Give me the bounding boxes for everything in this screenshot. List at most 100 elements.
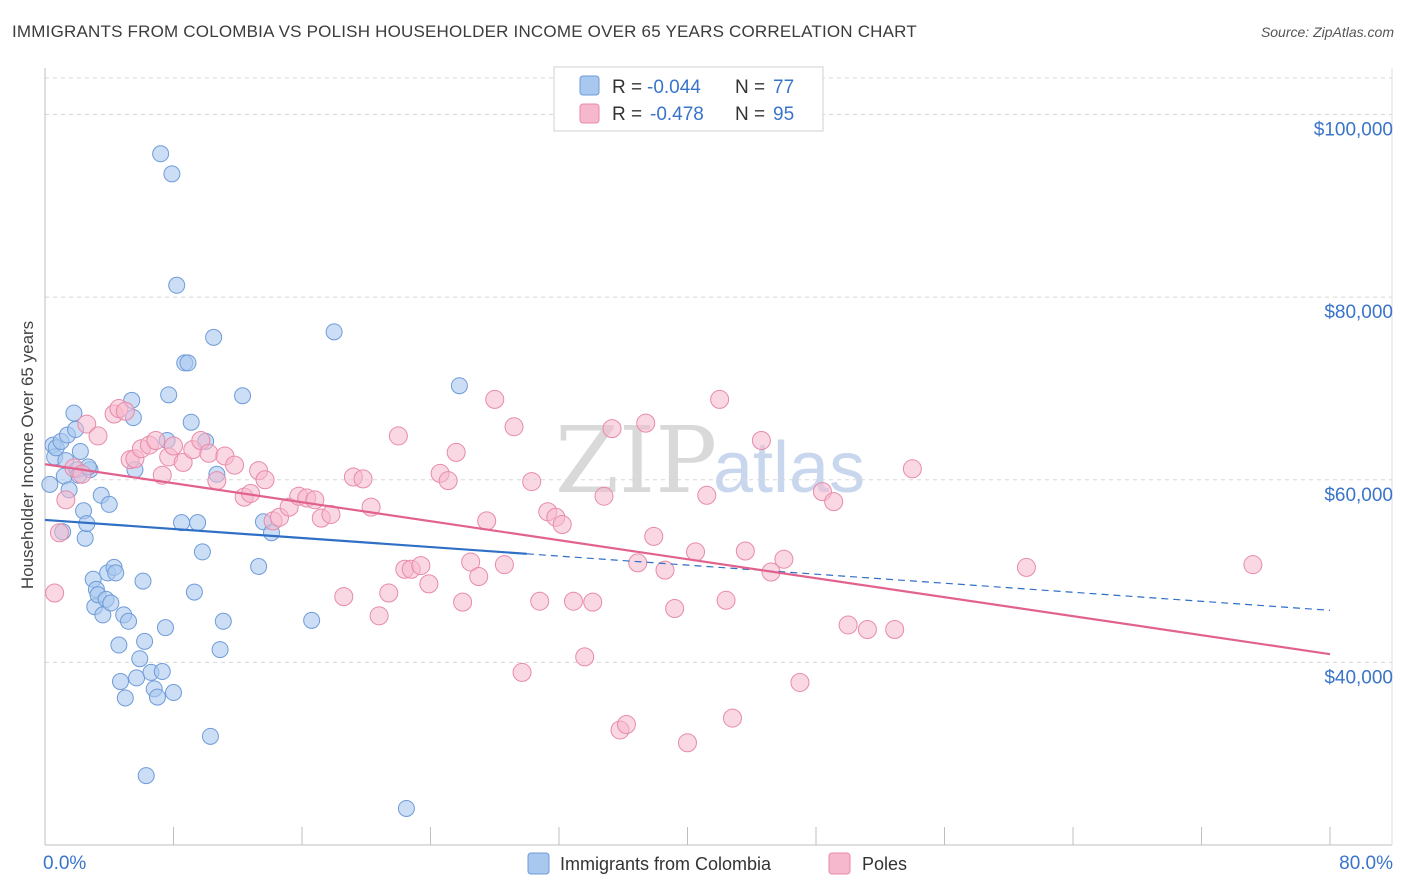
poles-point: [575, 647, 595, 667]
legend-n-label-colombia: N =: [735, 77, 765, 98]
y-tick-label: $100,000: [1314, 120, 1393, 141]
poles-point: [665, 599, 685, 619]
colombia-point: [250, 558, 268, 576]
poles-point: [504, 417, 524, 437]
legend-n-value-poles: 95: [773, 104, 794, 125]
colombia-point: [102, 594, 120, 612]
poles-point: [379, 583, 399, 603]
colombia-point: [136, 632, 154, 650]
poles-point: [45, 583, 65, 603]
colombia-trend-solid: [44, 518, 527, 555]
colombia-point: [134, 572, 152, 590]
colombia-point: [234, 387, 252, 405]
poles-point: [419, 574, 439, 594]
poles-point: [477, 511, 497, 531]
poles-point: [530, 591, 550, 611]
bottom-legend-swatch-colombia: [527, 852, 550, 875]
poles-point: [49, 523, 69, 543]
y-axis-tick-labels: $100,000 $80,000 $60,000 $40,000: [1314, 120, 1393, 689]
poles-point: [146, 430, 166, 450]
poles-point: [388, 426, 408, 446]
poles-point: [616, 714, 636, 734]
poles-point: [552, 515, 572, 535]
colombia-point: [397, 799, 415, 817]
colombia-point: [76, 529, 94, 547]
poles-point: [199, 443, 219, 463]
legend-swatch-colombia: [579, 75, 600, 96]
colombia-point: [205, 328, 223, 346]
x-tick-label-max: 80.0%: [1339, 853, 1393, 874]
colombia-point: [71, 442, 89, 460]
series-legend: Immigrants from Colombia Poles: [527, 852, 907, 875]
colombia-point: [116, 689, 134, 707]
colombia-point: [179, 354, 197, 372]
poles-point: [225, 455, 245, 475]
poles-point: [56, 490, 76, 510]
poles-point: [735, 541, 755, 561]
correlation-legend: R = -0.044 N = 77 R = -0.478 N = 95: [553, 66, 824, 132]
poles-point: [446, 442, 466, 462]
series-colombia-points: [41, 145, 468, 817]
y-tick-label: $80,000: [1324, 302, 1393, 323]
x-tick-label-min: 0.0%: [43, 853, 86, 874]
poles-point: [207, 471, 227, 491]
colombia-point: [107, 564, 125, 582]
colombia-point: [325, 323, 343, 341]
colombia-point: [153, 663, 171, 681]
legend-r-value-poles: -0.478: [650, 104, 704, 125]
series-poles-points: [45, 389, 1263, 753]
poles-point: [353, 469, 373, 489]
poles-point: [173, 452, 193, 472]
colombia-point: [152, 145, 170, 163]
poles-point: [494, 555, 514, 575]
poles-point: [334, 587, 354, 607]
colombia-point: [211, 641, 229, 659]
colombia-point: [450, 377, 468, 395]
colombia-point: [182, 413, 200, 431]
colombia-point: [137, 767, 155, 785]
poles-point: [485, 389, 505, 409]
poles-point: [636, 413, 656, 433]
grid-lines: [45, 77, 1392, 663]
zipatlas-watermark: ZIP atlas: [555, 407, 865, 514]
colombia-point: [100, 495, 118, 513]
poles-point: [522, 472, 542, 492]
bottom-legend-label-poles: Poles: [862, 854, 907, 874]
axes: [44, 68, 1393, 846]
poles-point: [563, 591, 583, 611]
poles-point: [1243, 555, 1263, 575]
poles-point: [438, 471, 458, 491]
colombia-point: [214, 612, 232, 630]
legend-n-value-colombia: 77: [773, 77, 794, 98]
legend-r-label-poles: R =: [612, 104, 642, 125]
y-tick-label: $60,000: [1324, 485, 1393, 506]
colombia-point: [156, 619, 174, 637]
chart-title: IMMIGRANTS FROM COLOMBIA VS POLISH HOUSE…: [12, 22, 917, 41]
poles-point: [716, 590, 736, 610]
poles-point: [790, 672, 810, 692]
poles-point: [644, 526, 664, 546]
poles-point: [411, 556, 431, 576]
poles-point: [902, 459, 922, 479]
colombia-point: [131, 650, 149, 668]
poles-point: [594, 486, 614, 506]
trend-lines: [44, 463, 1331, 656]
watermark-zip-text: ZIP: [555, 407, 717, 514]
poles-point: [774, 549, 794, 569]
poles-point: [77, 414, 97, 434]
colombia-point: [185, 583, 203, 601]
poles-point: [885, 620, 905, 640]
colombia-point: [193, 543, 211, 561]
poles-point: [678, 733, 697, 753]
poles-point: [115, 401, 135, 421]
source-credit: Source: ZipAtlas.com: [1260, 24, 1394, 40]
colombia-point: [160, 386, 178, 404]
colombia-point: [128, 669, 146, 687]
poles-point: [164, 436, 183, 456]
poles-point: [751, 430, 771, 450]
colombia-point: [65, 404, 83, 422]
colombia-point: [120, 612, 138, 630]
poles-point: [857, 620, 877, 640]
colombia-trend-dashed: [526, 553, 1331, 611]
colombia-point: [303, 611, 321, 629]
